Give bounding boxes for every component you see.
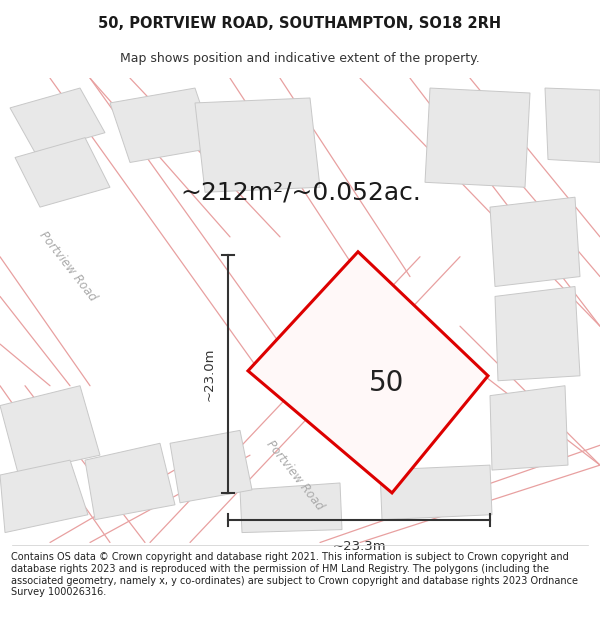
Text: ~23.3m: ~23.3m <box>332 539 386 552</box>
Polygon shape <box>15 138 110 207</box>
Polygon shape <box>425 88 530 188</box>
Text: ~23.0m: ~23.0m <box>203 347 216 401</box>
Polygon shape <box>0 460 88 532</box>
Polygon shape <box>10 88 105 152</box>
Polygon shape <box>240 483 342 532</box>
Polygon shape <box>195 98 320 192</box>
Polygon shape <box>380 465 492 519</box>
Text: Map shows position and indicative extent of the property.: Map shows position and indicative extent… <box>120 52 480 65</box>
Text: ~212m²/~0.052ac.: ~212m²/~0.052ac. <box>180 180 421 204</box>
Text: 50, PORTVIEW ROAD, SOUTHAMPTON, SO18 2RH: 50, PORTVIEW ROAD, SOUTHAMPTON, SO18 2RH <box>98 16 502 31</box>
Polygon shape <box>170 431 252 502</box>
Polygon shape <box>495 286 580 381</box>
Polygon shape <box>110 88 215 162</box>
Text: 50: 50 <box>369 369 404 397</box>
Polygon shape <box>490 198 580 286</box>
Polygon shape <box>0 386 100 473</box>
Text: Portview Road: Portview Road <box>264 438 326 512</box>
Polygon shape <box>490 386 568 470</box>
Text: Contains OS data © Crown copyright and database right 2021. This information is : Contains OS data © Crown copyright and d… <box>11 552 578 598</box>
Polygon shape <box>248 252 488 493</box>
Text: Portview Road: Portview Road <box>37 229 99 304</box>
Polygon shape <box>85 443 175 519</box>
Polygon shape <box>545 88 600 162</box>
